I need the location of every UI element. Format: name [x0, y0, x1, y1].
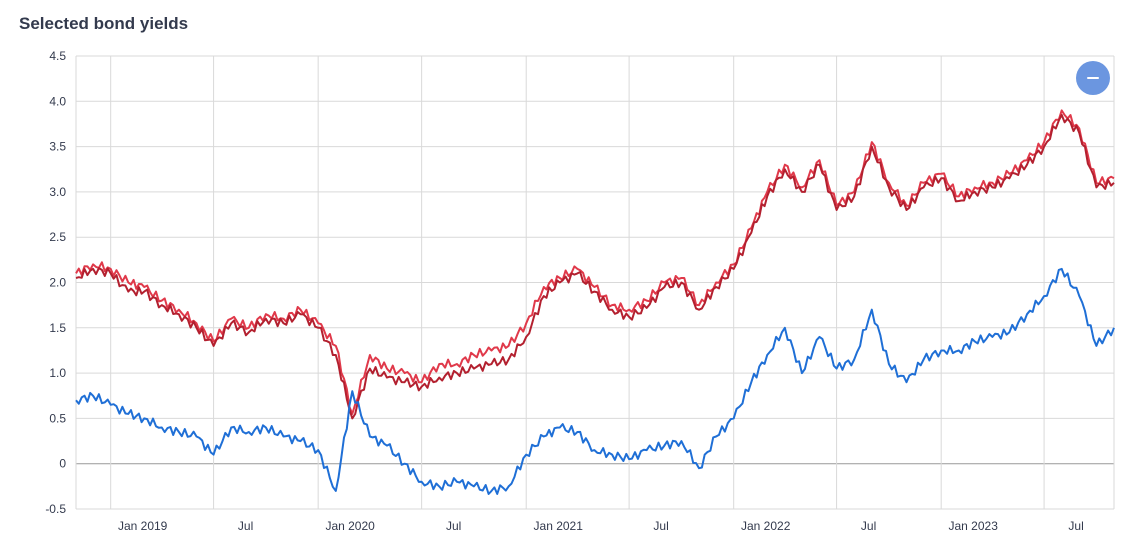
- x-tick-label: Jul: [861, 519, 876, 533]
- x-tick-label: Jul: [446, 519, 461, 533]
- y-tick-label: 3.0: [49, 185, 66, 199]
- grid: [75, 55, 1115, 510]
- y-axis-ticks: 4.5 4.0 3.5 3.0 2.5 2.0 1.5 1.0 0.5 0 -0.5: [45, 49, 66, 516]
- series-line-2: [75, 267, 1115, 495]
- series-line-0: [75, 109, 1115, 415]
- y-tick-label: 1.5: [49, 321, 66, 335]
- y-tick-label: 1.0: [49, 366, 66, 380]
- x-tick-label: Jul: [238, 519, 253, 533]
- x-tick-label: Jul: [653, 519, 668, 533]
- y-tick-label: 0: [59, 457, 66, 471]
- x-tick-label: Jan 2022: [741, 519, 791, 533]
- minus-icon-bar: [1087, 77, 1099, 79]
- x-axis-ticks: Jan 2019 Jul Jan 2020 Jul Jan 2021 Jul Jan 202…: [118, 519, 1084, 533]
- chart-title: Selected bond yields: [19, 14, 189, 33]
- y-tick-label: 2.5: [49, 230, 66, 244]
- x-tick-label: Jul: [1068, 519, 1083, 533]
- y-tick-label: -0.5: [45, 502, 66, 516]
- x-tick-label: Jan 2020: [325, 519, 375, 533]
- x-tick-label: Jan 2019: [118, 519, 168, 533]
- y-tick-label: 4.0: [49, 94, 66, 108]
- y-tick-label: 2.0: [49, 276, 66, 290]
- y-tick-label: 0.5: [49, 411, 66, 425]
- series-lines: [75, 109, 1115, 495]
- minus-icon[interactable]: [1076, 61, 1110, 95]
- series-line-1: [75, 113, 1115, 420]
- x-tick-label: Jan 2021: [534, 519, 584, 533]
- x-tick-label: Jan 2023: [948, 519, 998, 533]
- y-tick-label: 4.5: [49, 49, 66, 63]
- y-tick-label: 3.5: [49, 140, 66, 154]
